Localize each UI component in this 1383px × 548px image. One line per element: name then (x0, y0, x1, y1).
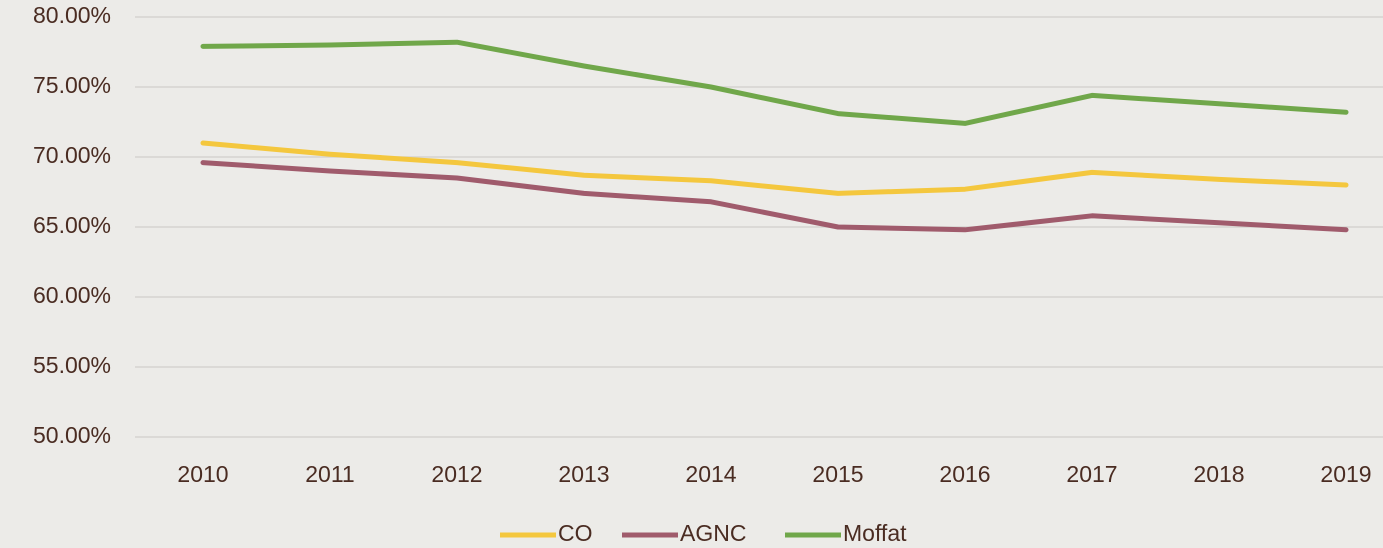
x-tick-label: 2019 (1320, 461, 1371, 487)
y-tick-label: 50.00% (33, 422, 111, 448)
y-tick-label: 55.00% (33, 352, 111, 378)
x-tick-label: 2012 (431, 461, 482, 487)
y-tick-label: 65.00% (33, 212, 111, 238)
x-tick-label: 2011 (305, 461, 354, 487)
series-line (200, 39, 1349, 126)
series-line (200, 140, 1349, 196)
series-line (200, 160, 1349, 233)
legend-label: AGNC (680, 520, 746, 546)
x-tick-label: 2017 (1066, 461, 1117, 487)
legend-label: CO (558, 520, 593, 546)
y-tick-label: 60.00% (33, 282, 111, 308)
x-tick-label: 2018 (1193, 461, 1244, 487)
x-tick-label: 2010 (177, 461, 228, 487)
y-tick-label: 80.00% (33, 2, 111, 28)
x-tick-label: 2015 (812, 461, 863, 487)
y-tick-label: 75.00% (33, 72, 111, 98)
x-tick-label: 2013 (558, 461, 609, 487)
x-tick-label: 2014 (685, 461, 736, 487)
x-tick-label: 2016 (939, 461, 990, 487)
legend-label: Moffat (843, 520, 907, 546)
y-tick-label: 70.00% (33, 142, 111, 168)
